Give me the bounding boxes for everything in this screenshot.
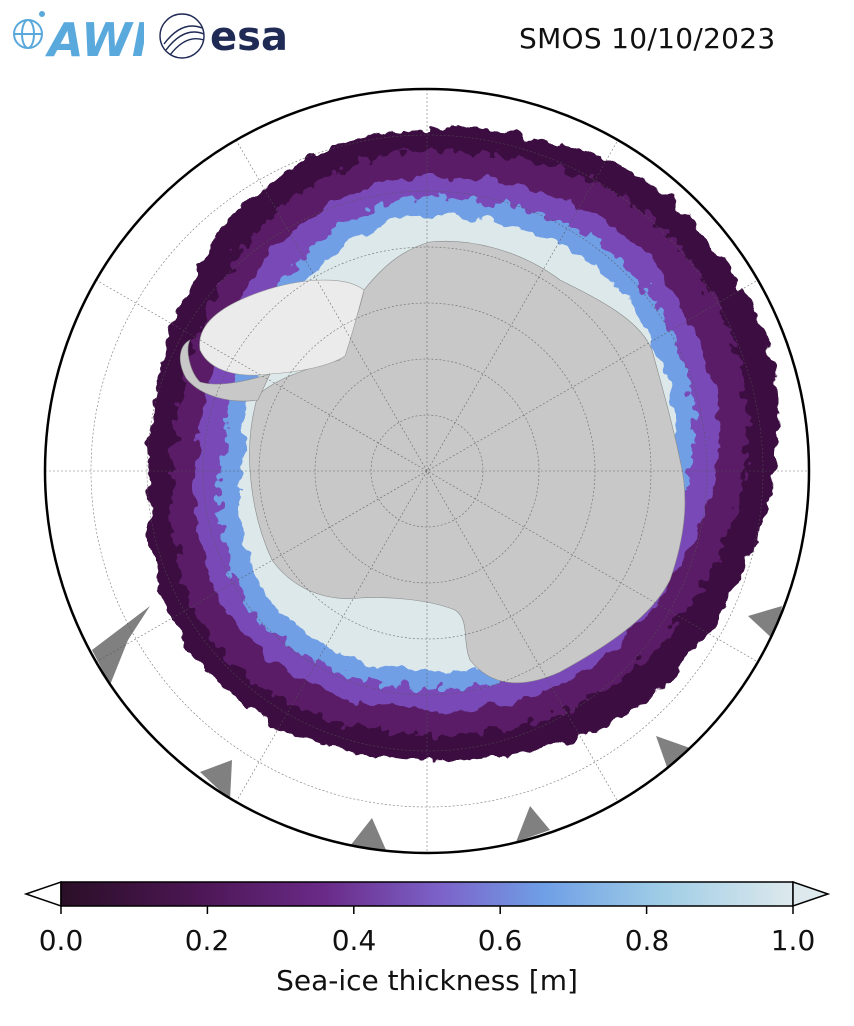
colorbar-tick-label: 0.4 — [331, 924, 377, 957]
graticule — [45, 89, 809, 853]
colorbar-tick-label: 0.2 — [184, 924, 230, 957]
esa-logo-text: esa — [210, 14, 288, 60]
sea-ice-map — [43, 87, 811, 855]
map-title: SMOS 10/10/2023 — [519, 22, 776, 55]
colorbar-tick-label: 0.6 — [477, 924, 523, 957]
colorbar-tick-label: 1.0 — [770, 924, 816, 957]
esa-logo: esa — [159, 13, 288, 60]
colorbar-extend-high — [792, 880, 831, 908]
colorbar-tick-label: 0.0 — [38, 924, 84, 957]
colorbar — [23, 880, 831, 914]
map-frame — [43, 87, 811, 855]
colorbar-label: Sea-ice thickness [m] — [276, 964, 578, 997]
no-data-areas — [92, 606, 782, 850]
colorbar-gradient — [60, 881, 794, 907]
weddell-ice-shelf — [199, 279, 365, 376]
awi-logo: AWI — [13, 11, 144, 62]
colorbar-tick-label: 0.8 — [624, 924, 670, 957]
awi-logo-text: AWI — [45, 13, 144, 62]
colorbar-extend-low — [23, 880, 62, 908]
antarctic-peninsula — [179, 339, 271, 402]
